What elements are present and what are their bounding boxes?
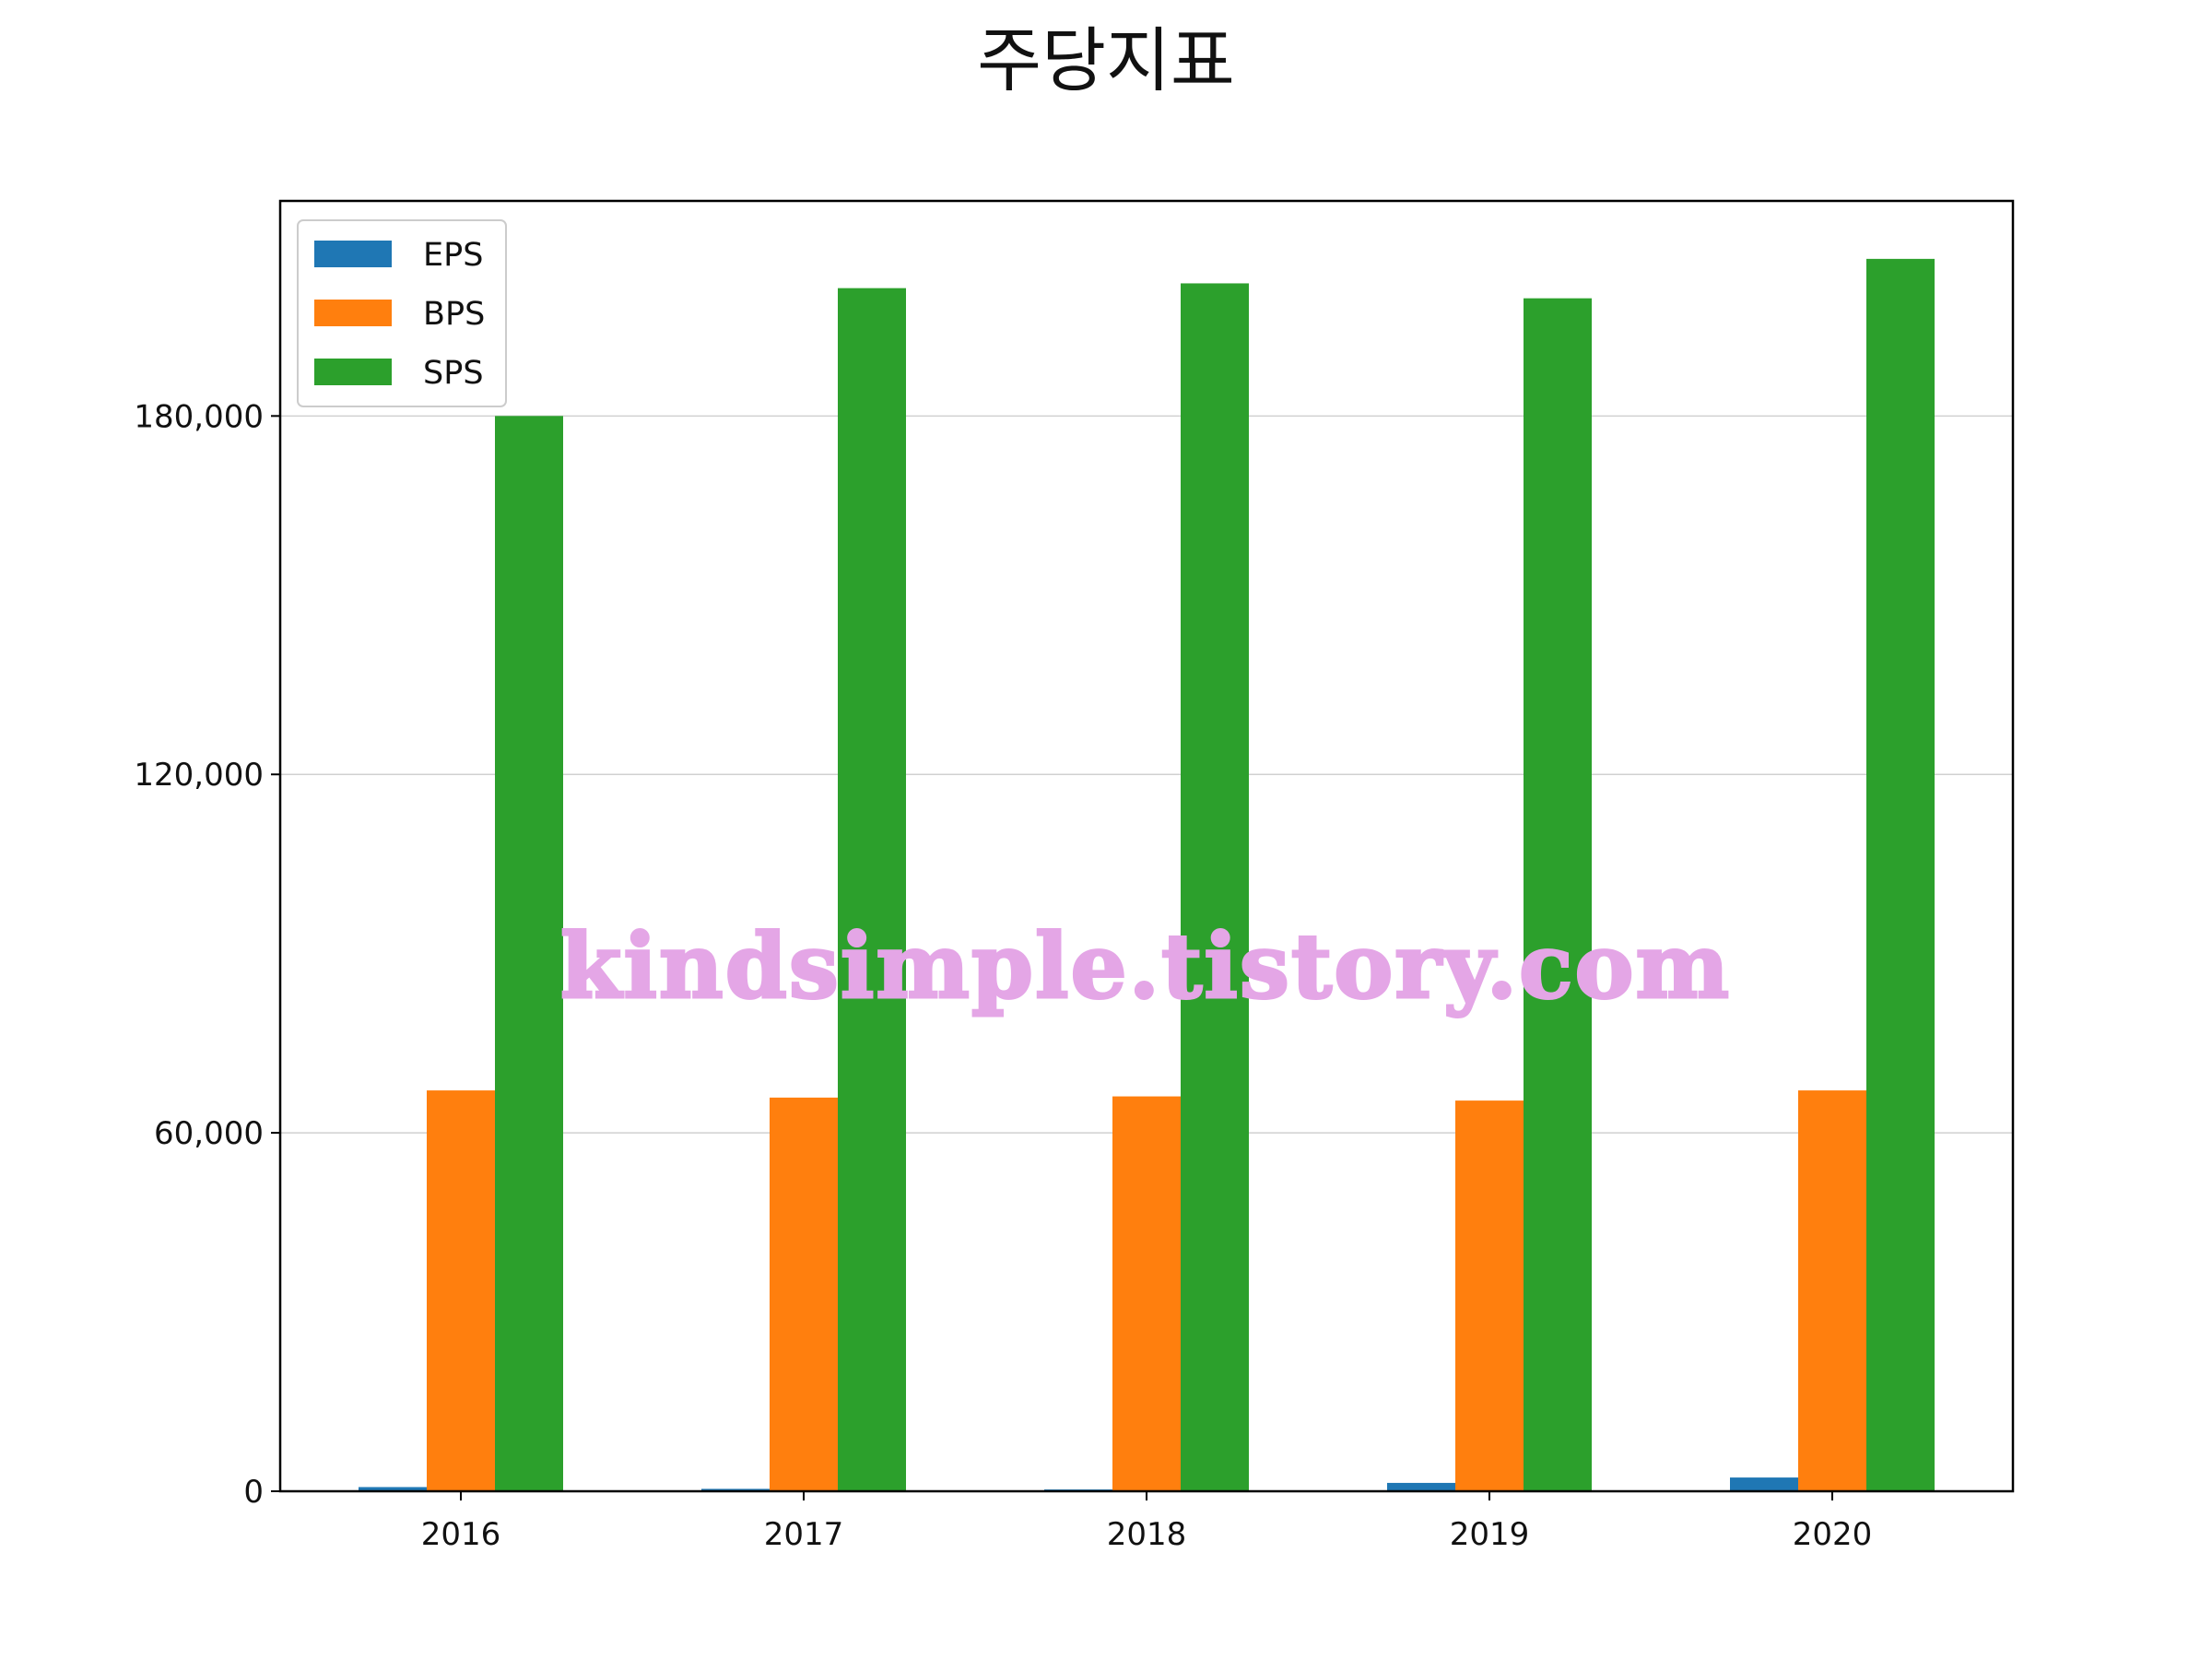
legend-swatch-eps — [314, 241, 392, 267]
bars — [359, 258, 1935, 1491]
bar-sps-2020 — [1866, 258, 1935, 1491]
bar-bps-2017 — [770, 1097, 838, 1491]
chart-title: 주당지표 — [977, 19, 1235, 101]
x-tick-label: 2020 — [1793, 1516, 1873, 1553]
y-tick-label: 180,000 — [134, 398, 264, 435]
bar-eps-2017 — [701, 1488, 770, 1491]
bar-bps-2020 — [1798, 1090, 1866, 1491]
legend-swatch-sps — [314, 359, 392, 385]
bar-sps-2017 — [838, 288, 906, 1491]
bar-sps-2019 — [1524, 298, 1592, 1491]
bar-sps-2018 — [1181, 283, 1249, 1491]
x-tick-label: 2018 — [1107, 1516, 1187, 1553]
y-tick-label: 120,000 — [134, 757, 264, 794]
y-tick-label: 0 — [243, 1474, 264, 1511]
legend-swatch-bps — [314, 300, 392, 326]
x-tick-label: 2019 — [1450, 1516, 1530, 1553]
legend[interactable]: EPS BPS SPS — [297, 219, 507, 407]
bar-bps-2018 — [1112, 1096, 1181, 1491]
x-tick-label: 2017 — [764, 1516, 844, 1553]
bar-eps-2019 — [1387, 1482, 1455, 1491]
y-axis: 0 60,000 120,000 180,000 — [134, 398, 280, 1511]
legend-label-sps: SPS — [423, 355, 484, 392]
x-tick-label: 2016 — [421, 1516, 501, 1553]
x-axis: 2016 2017 2018 2019 2020 — [421, 1491, 1873, 1553]
bar-eps-2020 — [1730, 1477, 1798, 1491]
bar-sps-2016 — [495, 416, 563, 1491]
watermark: kindsimple.tistory.com — [560, 914, 1731, 1018]
y-tick-label: 60,000 — [154, 1115, 264, 1152]
legend-label-bps: BPS — [423, 296, 485, 333]
bar-bps-2016 — [427, 1090, 495, 1491]
bar-bps-2019 — [1455, 1100, 1524, 1491]
legend-label-eps: EPS — [423, 237, 483, 274]
bar-eps-2016 — [359, 1487, 427, 1491]
